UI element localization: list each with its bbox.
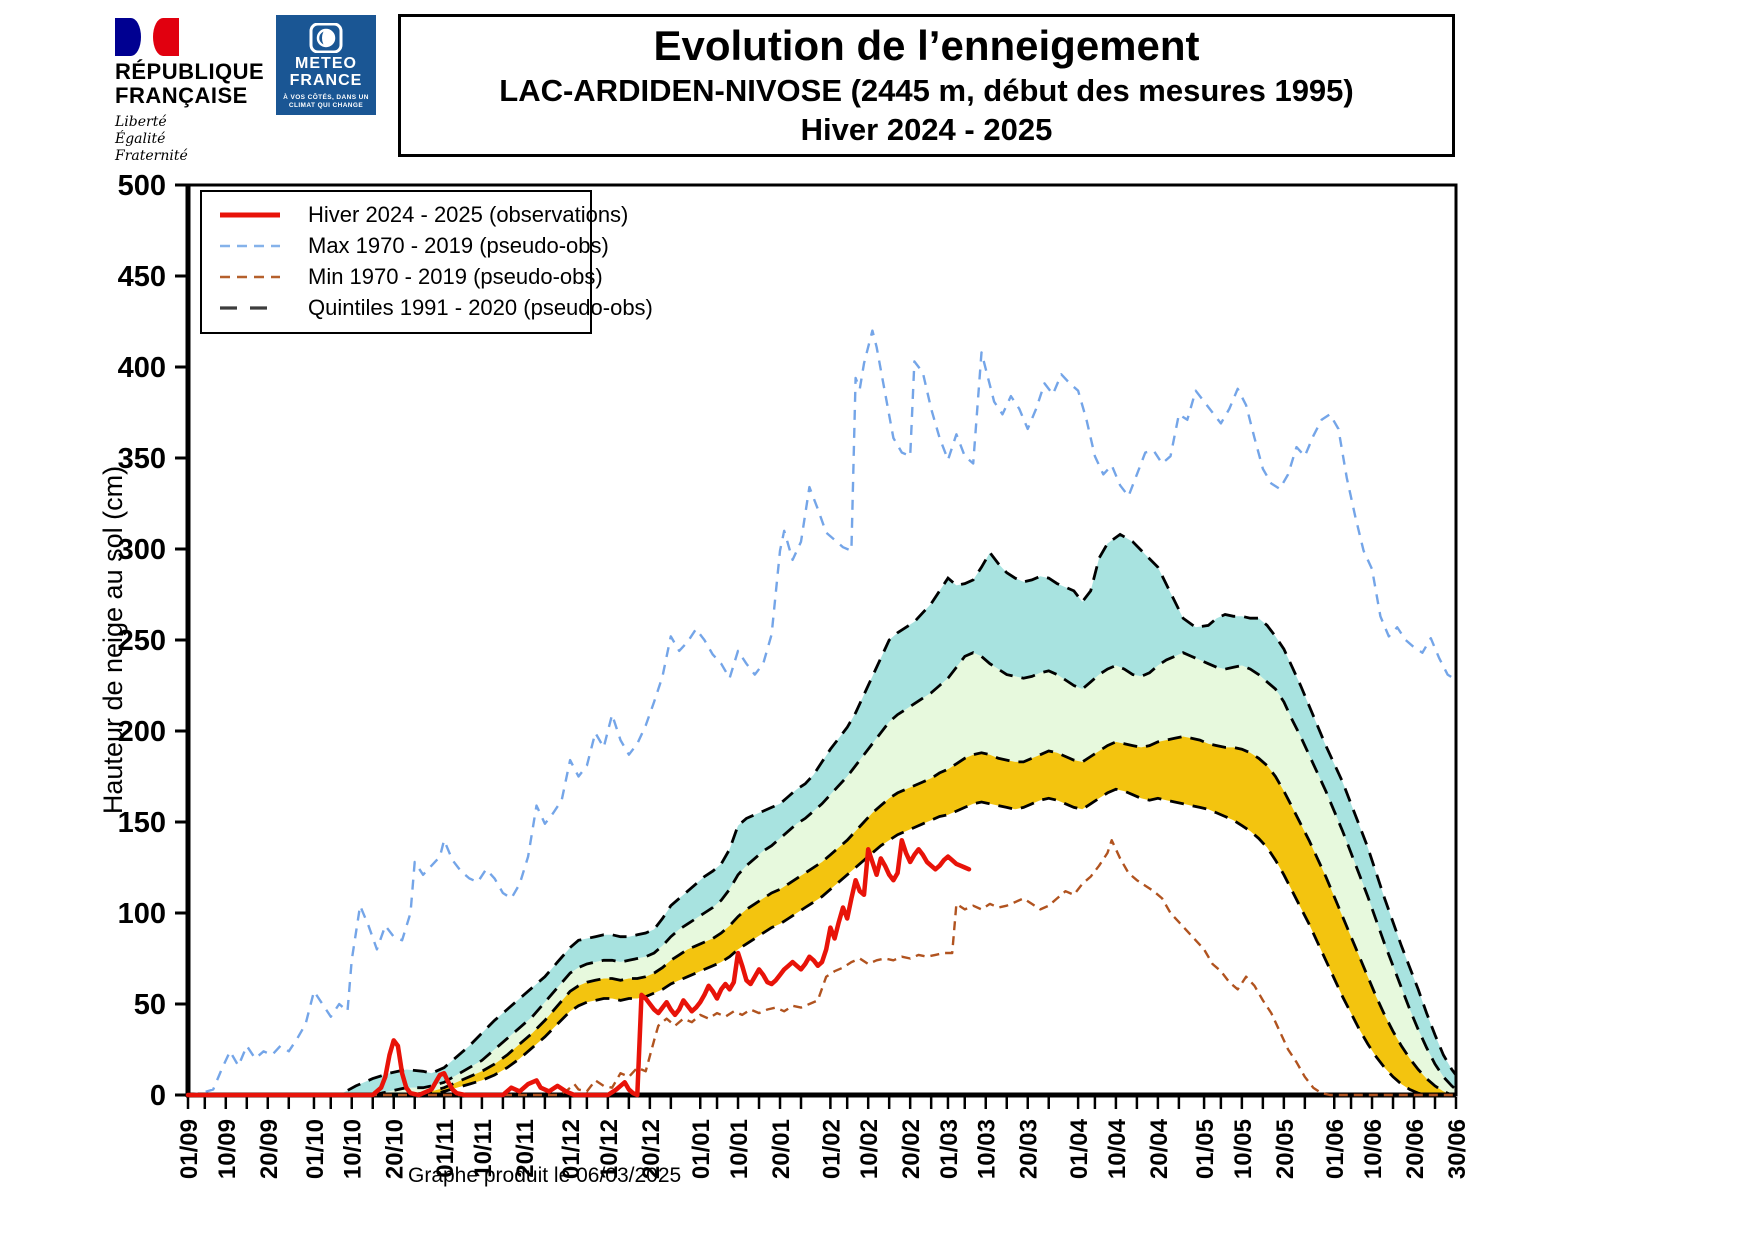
quintile-line-q60	[188, 651, 1457, 1097]
republique-line1: RÉPUBLIQUE	[115, 59, 265, 84]
x-tick-label: 01/02	[818, 1119, 845, 1179]
x-tick-label: 01/01	[688, 1119, 715, 1179]
legend-line-sample	[220, 275, 280, 278]
legend-line-sample	[220, 244, 280, 247]
x-tick-label: 20/01	[768, 1119, 795, 1179]
x-tick-label: 30/06	[1444, 1119, 1471, 1179]
x-tick-label: 20/05	[1272, 1119, 1299, 1179]
legend-line-sample	[220, 212, 280, 217]
y-tick-label: 150	[118, 807, 166, 839]
y-tick-label: 200	[118, 716, 166, 748]
x-tick-label: 10/04	[1104, 1118, 1131, 1179]
y-tick-label: 100	[118, 898, 166, 930]
x-tick-label: 20/02	[898, 1119, 925, 1179]
x-tick-label: 20/09	[256, 1119, 283, 1179]
legend-label: Quintiles 1991 - 2020 (pseudo-obs)	[308, 294, 653, 320]
x-tick-label: 01/04	[1066, 1118, 1093, 1179]
legend-item-1: Max 1970 - 2019 (pseudo-obs)	[202, 230, 609, 261]
y-tick-label: 50	[134, 989, 166, 1021]
x-tick-label: 10/06	[1360, 1119, 1387, 1179]
chart-legend: Hiver 2024 - 2025 (observations) Max 1970…	[200, 190, 653, 334]
x-tick-label: 01/05	[1192, 1119, 1219, 1179]
legend-item-0: Hiver 2024 - 2025 (observations)	[202, 199, 628, 230]
season-subtitle: Hiver 2024 - 2025	[800, 112, 1053, 147]
motto-liberte: Liberté	[115, 114, 167, 130]
meteo-france-tagline-line2: CLIMAT QUI CHANGE	[288, 102, 364, 109]
x-tick-label: 01/03	[936, 1119, 963, 1179]
x-tick-label: 01/10	[302, 1119, 329, 1179]
x-tick-label: 20/12	[638, 1119, 665, 1179]
quintile-band-q60-q80	[188, 534, 1456, 1095]
y-tick-label: 400	[118, 352, 166, 384]
x-tick-label: 01/09	[176, 1119, 203, 1179]
x-tick-label: 20/04	[1146, 1118, 1173, 1179]
motto-egalite: Égalité	[115, 131, 166, 147]
meteo-france-name-line1: METEO	[295, 55, 357, 72]
motto-fraternite: Fraternité	[115, 148, 188, 164]
y-tick-label: 300	[118, 534, 166, 566]
meteo-france-sphere-icon	[309, 23, 343, 53]
page-title: Evolution de l’enneigement	[653, 22, 1200, 69]
y-axis-title: Hauteur de neige au sol (cm)	[98, 466, 128, 814]
max-1970-2019-line	[187, 329, 1457, 1097]
quintile-line-q40	[188, 735, 1456, 1097]
meteo-france-logo: METEO FRANCE À VOS CÔTÉS, DANS UN CLIMAT…	[276, 15, 376, 115]
republique-francaise-logo: RÉPUBLIQUE FRANÇAISE Liberté Égalité Fra…	[115, 18, 285, 165]
legend-item-3: Quintiles 1991 - 2020 (pseudo-obs)	[202, 292, 653, 323]
x-tick-label: 20/06	[1402, 1119, 1429, 1179]
quintile-line-q20	[188, 787, 1456, 1097]
observations-2024-2025-line	[185, 837, 972, 1098]
chart-title-box: Evolution de l’enneigement LAC-ARDIDEN-N…	[398, 14, 1455, 157]
x-tick-label: 10/12	[596, 1119, 623, 1179]
x-tick-label: 01/11	[432, 1119, 459, 1178]
x-tick-label: 10/03	[974, 1119, 1001, 1179]
x-tick-label: 20/11	[512, 1119, 539, 1178]
y-tick-label: 0	[150, 1080, 166, 1112]
x-tick-label: 10/09	[214, 1119, 241, 1179]
footer-caption: Graphe produit le 06/03/2025	[408, 1164, 682, 1187]
meteo-france-tagline-line1: À VOS CÔTÉS, DANS UN	[283, 94, 369, 101]
meteo-france-name-line2: FRANCE	[289, 72, 363, 89]
y-tick-label: 250	[118, 625, 166, 657]
legend-line-sample	[220, 305, 280, 310]
x-tick-label: 10/11	[470, 1119, 497, 1178]
y-tick-label: 500	[118, 170, 166, 202]
quintile-line-q80	[188, 532, 1458, 1097]
republique-line2: FRANÇAISE	[115, 83, 248, 108]
french-flag-icon	[115, 18, 179, 56]
y-tick-label: 450	[118, 261, 166, 293]
station-subtitle: LAC-ARDIDEN-NIVOSE (2445 m, début des me…	[499, 73, 1354, 108]
x-tick-label: 10/02	[856, 1119, 883, 1179]
x-tick-label: 10/10	[340, 1119, 367, 1179]
x-tick-label: 20/03	[1016, 1119, 1043, 1179]
legend-item-2: Min 1970 - 2019 (pseudo-obs)	[202, 261, 603, 292]
legend-label: Min 1970 - 2019 (pseudo-obs)	[308, 263, 603, 289]
x-tick-label: 01/06	[1322, 1119, 1349, 1179]
legend-label: Max 1970 - 2019 (pseudo-obs)	[308, 232, 609, 258]
y-tick-label: 350	[118, 443, 166, 475]
x-tick-label: 01/12	[558, 1119, 585, 1179]
x-tick-label: 20/10	[382, 1119, 409, 1179]
x-tick-label: 10/01	[726, 1119, 753, 1179]
legend-label: Hiver 2024 - 2025 (observations)	[308, 201, 629, 227]
x-tick-label: 10/05	[1230, 1119, 1257, 1179]
